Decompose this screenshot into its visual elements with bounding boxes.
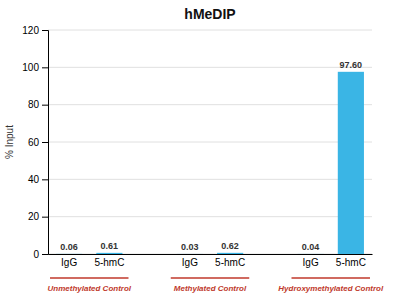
group-line bbox=[50, 277, 128, 279]
grid-line bbox=[48, 142, 372, 143]
tick: 20 bbox=[28, 211, 48, 222]
bar bbox=[217, 253, 243, 254]
data-label: 97.60 bbox=[340, 60, 363, 70]
tick-label: 60 bbox=[28, 137, 40, 148]
tick: 5-hmC bbox=[336, 254, 366, 268]
group-annotations: Unmethylated Control Methylated Control Hy… bbox=[47, 278, 384, 293]
chart: 0 20 40 60 80 100 120 IgG 5-hmC IgG 5-hmC IgG 5-hmC 0… bbox=[0, 0, 400, 300]
data-label: 0.61 bbox=[101, 241, 119, 251]
tick: 40 bbox=[28, 174, 48, 185]
bar bbox=[56, 253, 82, 254]
tick-label: 0 bbox=[33, 249, 39, 260]
bar bbox=[96, 253, 122, 254]
group-line bbox=[292, 277, 370, 279]
tick-label: 5-hmC bbox=[215, 257, 245, 268]
tick: 120 bbox=[22, 25, 48, 36]
tick-label: 120 bbox=[22, 25, 39, 36]
axis-line bbox=[49, 254, 373, 255]
tick-label: 20 bbox=[28, 211, 40, 222]
bar bbox=[177, 253, 203, 254]
tick: IgG bbox=[182, 254, 198, 268]
grid-line bbox=[48, 104, 372, 105]
bar bbox=[298, 253, 324, 254]
tick-mark bbox=[42, 179, 48, 180]
grid-line bbox=[48, 67, 372, 68]
grid-line bbox=[48, 30, 372, 31]
tick-mark bbox=[42, 30, 48, 31]
group-label: Methylated Control bbox=[174, 284, 247, 293]
bars bbox=[56, 72, 364, 254]
tick: 0 bbox=[33, 249, 48, 260]
tick: 5-hmC bbox=[215, 254, 245, 268]
group-label: Unmethylated Control bbox=[47, 284, 131, 293]
plot: 0 20 40 60 80 100 120 IgG 5-hmC IgG 5-hmC IgG 5-hmC 0… bbox=[22, 25, 384, 293]
axis-line bbox=[42, 31, 49, 255]
grid-line bbox=[48, 254, 372, 255]
grid-line bbox=[48, 216, 372, 217]
chart-container: 0 20 40 60 80 100 120 IgG 5-hmC IgG 5-hmC IgG 5-hmC 0… bbox=[0, 0, 400, 300]
tick: 60 bbox=[28, 137, 48, 148]
tick-label: 40 bbox=[28, 174, 40, 185]
tick: 5-hmC bbox=[94, 254, 124, 268]
data-label: 0.03 bbox=[181, 242, 199, 252]
bar bbox=[338, 72, 364, 254]
tick-label: IgG bbox=[61, 257, 77, 268]
tick-label: 80 bbox=[28, 99, 40, 110]
group-label: Hydroxymethylated Control bbox=[278, 284, 384, 293]
group-line bbox=[171, 277, 249, 279]
tick: 100 bbox=[22, 62, 48, 73]
tick-label: 5-hmC bbox=[336, 257, 366, 268]
data-label: 0.06 bbox=[60, 242, 78, 252]
x-axis: IgG 5-hmC IgG 5-hmC IgG 5-hmC bbox=[49, 254, 373, 268]
grid bbox=[48, 30, 372, 254]
data-label: 0.04 bbox=[302, 242, 320, 252]
data-labels: 0.06 0.61 0.03 0.62 0.04 97.60 bbox=[60, 60, 362, 252]
data-label: 0.62 bbox=[221, 241, 239, 251]
tick-mark bbox=[42, 105, 48, 106]
title: hMeDIP bbox=[184, 6, 235, 22]
tick-mark bbox=[42, 217, 48, 218]
tick-mark bbox=[42, 142, 48, 143]
tick: IgG bbox=[61, 254, 77, 268]
tick-label: IgG bbox=[182, 257, 198, 268]
y-axis-title: % Input bbox=[4, 125, 15, 159]
tick-label: 100 bbox=[22, 62, 39, 73]
tick-mark bbox=[42, 67, 48, 68]
tick: 80 bbox=[28, 99, 48, 110]
y-axis: 0 20 40 60 80 100 120 bbox=[22, 25, 48, 260]
tick: IgG bbox=[303, 254, 319, 268]
tick-label: 5-hmC bbox=[94, 257, 124, 268]
tick-mark bbox=[42, 254, 48, 255]
tick-label: IgG bbox=[303, 257, 319, 268]
grid-line bbox=[48, 179, 372, 180]
